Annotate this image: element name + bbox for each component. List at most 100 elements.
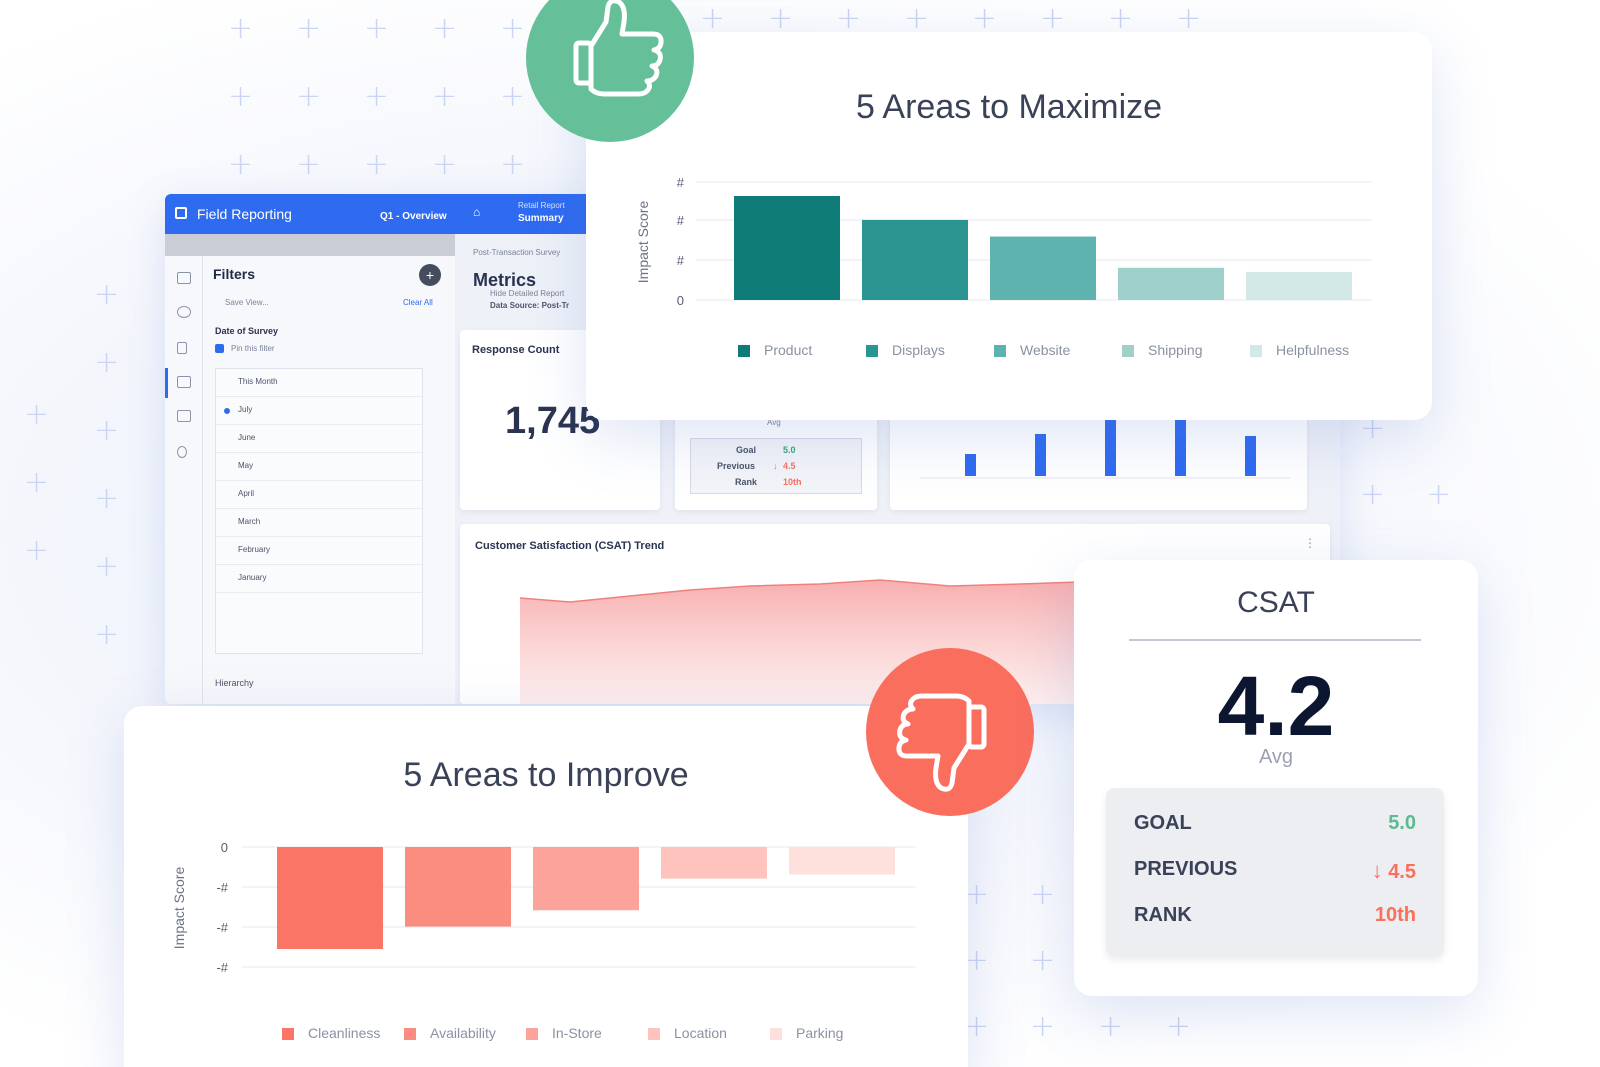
month-option[interactable]: June (216, 425, 422, 453)
month-option[interactable]: This Month (216, 369, 422, 397)
csat-divider (1129, 639, 1421, 641)
y-tick-label: 0 (221, 840, 228, 855)
improve-bar-chart: 0 -# -# -# Impact Score Cleanliness Availabili… (171, 840, 916, 1041)
y-tick-label: -# (216, 920, 228, 935)
month-label: July (238, 405, 253, 414)
plus-decoration: + (1030, 877, 1056, 912)
pin-filter-checkbox[interactable] (215, 344, 224, 353)
more-options-icon[interactable]: ⋮ (1304, 536, 1316, 550)
dist-bar (965, 454, 976, 476)
legend-swatch (738, 345, 750, 357)
thumbs-up-badge (526, 0, 694, 142)
plus-decoration: + (296, 79, 322, 114)
thumbs-down-icon (896, 693, 987, 792)
bar-website (990, 236, 1096, 300)
tab-summary[interactable]: Summary (518, 213, 564, 224)
filter-icon[interactable] (177, 376, 191, 388)
display-icon[interactable] (177, 410, 191, 422)
month-label: January (238, 573, 267, 582)
goal-value: 5.0 (1388, 812, 1416, 834)
previous-value: 4.5 (1388, 861, 1416, 883)
plus-decoration: + (94, 277, 120, 312)
save-view-link[interactable]: Save View... (225, 298, 269, 307)
home-icon[interactable]: ⌂ (473, 205, 481, 219)
folder-icon[interactable] (177, 272, 191, 284)
plus-decoration: + (228, 79, 254, 114)
month-list: This Month July June May April March February J… (215, 368, 423, 654)
mini-previous-value: 4.5 (783, 461, 796, 471)
dist-bar (1245, 436, 1256, 476)
y-tick-label: -# (216, 960, 228, 975)
csat-summary-card: Avg Goal 5.0 Previous ↓ 4.5 Rank 10th (675, 408, 877, 510)
plus-decoration: + (24, 533, 50, 568)
rank-value: 10th (1374, 904, 1416, 926)
mini-goal-label: Goal (736, 445, 757, 455)
csat-mini-stats: Goal 5.0 Previous ↓ 4.5 Rank 10th (690, 438, 862, 494)
plus-decoration: + (836, 1, 862, 36)
bar-in-store (533, 847, 639, 911)
legend-label: In-Store (552, 1025, 602, 1041)
legend-label: Availability (430, 1025, 496, 1041)
y-tick-label: # (677, 253, 685, 268)
month-label: May (238, 461, 254, 470)
sub-toolbar (165, 234, 455, 256)
legend-label: Location (674, 1025, 727, 1041)
app-title[interactable]: Field Reporting (197, 206, 292, 222)
page-title: Metrics (473, 270, 537, 290)
plus-decoration: + (1166, 1009, 1192, 1044)
plus-decoration: + (1360, 477, 1386, 512)
bar-product (734, 196, 840, 300)
bell-icon[interactable] (177, 446, 187, 458)
mini-goal-value: 5.0 (783, 445, 796, 455)
legend-label: Helpfulness (1276, 342, 1349, 358)
plus-decoration: + (432, 147, 458, 182)
csat-stats-box: GOAL 5.0 PREVIOUS ↓ 4.5 RANK 10th (1106, 788, 1444, 956)
goal-row: GOAL 5.0 (1134, 812, 1416, 835)
down-arrow-icon: ↓ (1371, 858, 1383, 883)
tab-retail-report[interactable]: Retail Report (518, 201, 565, 210)
legend-swatch (526, 1028, 538, 1040)
plus-decoration: + (500, 79, 526, 114)
legend-label: Product (764, 342, 812, 358)
plus-decoration: + (904, 1, 930, 36)
plus-decoration: + (972, 1, 998, 36)
legend-swatch (648, 1028, 660, 1040)
plus-decoration: + (94, 617, 120, 652)
month-option[interactable]: March (216, 509, 422, 537)
bar-displays (862, 219, 968, 300)
month-label: This Month (238, 377, 278, 386)
csat-score-label: Avg (1258, 746, 1294, 768)
month-option[interactable]: July (216, 397, 422, 425)
pin-filter-label: Pin this filter (231, 344, 275, 353)
y-tick-label: # (677, 175, 685, 190)
plus-decoration: + (964, 943, 990, 978)
legend-swatch (1250, 345, 1262, 357)
distribution-mini-chart (920, 408, 1290, 479)
thumbs-up-icon (573, 0, 664, 97)
plus-decoration: + (228, 147, 254, 182)
previous-row: PREVIOUS ↓ 4.5 (1134, 858, 1416, 883)
bookmark-icon[interactable] (177, 342, 187, 354)
improve-card: 5 Areas to Improve 0 -# -# -# Impact Score Cl… (124, 706, 968, 1067)
month-option[interactable]: May (216, 453, 422, 481)
clear-all-link[interactable]: Clear All (403, 298, 433, 307)
month-option[interactable]: April (216, 481, 422, 509)
history-icon[interactable] (177, 306, 191, 318)
add-filter-button[interactable]: + (419, 264, 441, 286)
bar-location (661, 847, 767, 879)
legend-swatch (994, 345, 1006, 357)
plus-decoration: + (432, 79, 458, 114)
month-option[interactable]: February (216, 537, 422, 565)
month-option[interactable]: January (216, 565, 422, 593)
plus-decoration: + (500, 11, 526, 46)
legend-label: Displays (892, 342, 945, 358)
month-label: April (238, 489, 255, 498)
rank-row: RANK 10th (1134, 904, 1416, 927)
data-source-label: Data Source: Post-Tr (490, 301, 570, 310)
tab-q1-overview[interactable]: Q1 - Overview (380, 211, 447, 222)
y-axis-label: Impact Score (635, 201, 651, 284)
legend-swatch (770, 1028, 782, 1040)
hierarchy-label[interactable]: Hierarchy (215, 678, 254, 688)
dist-bar (1175, 408, 1186, 476)
hide-report-toggle[interactable]: Hide Detailed Report (490, 289, 565, 298)
